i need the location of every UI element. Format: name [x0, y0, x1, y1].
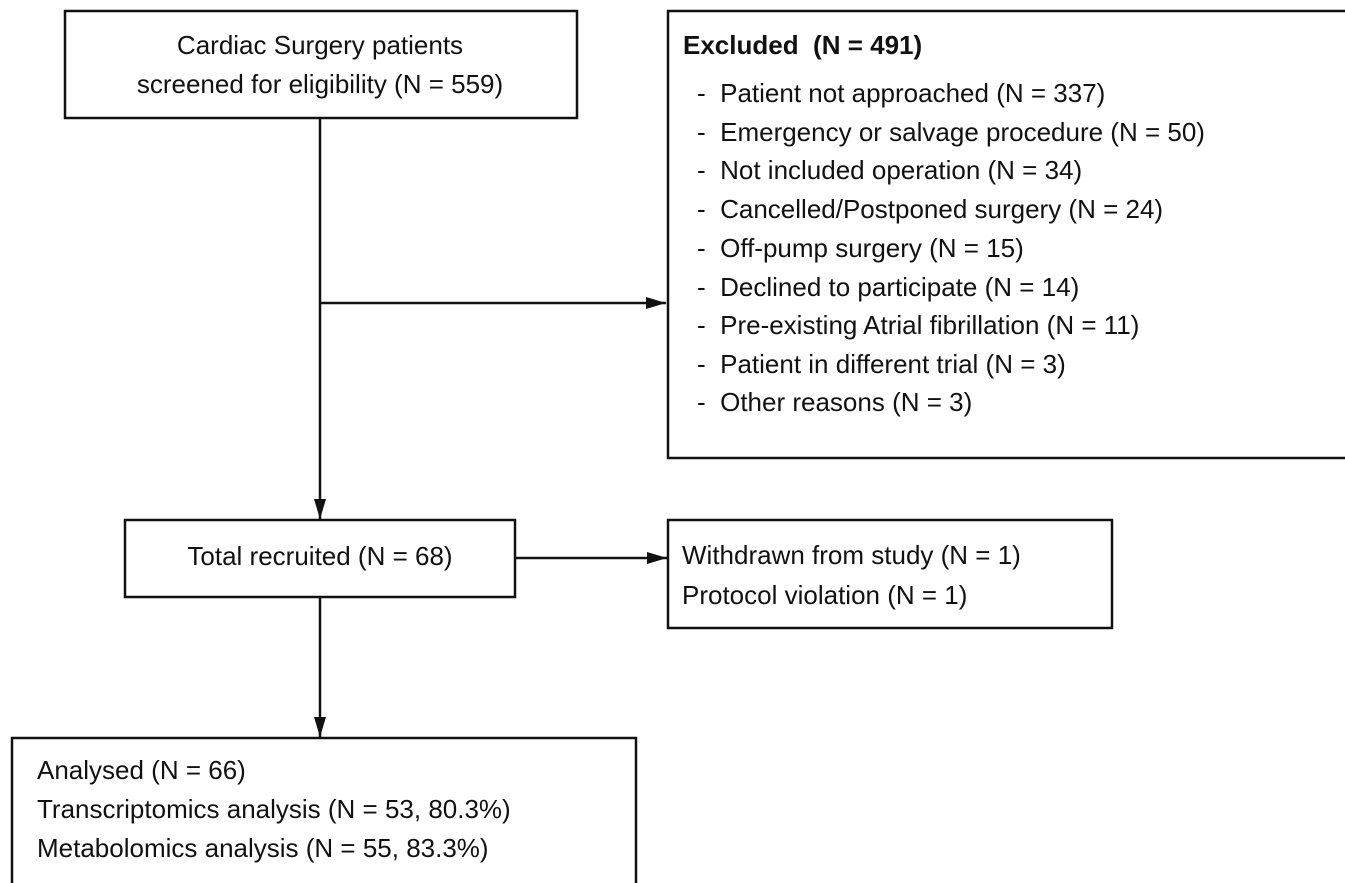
- box-analysed: [10, 736, 638, 883]
- list-item: - Declined to participate (N = 14): [697, 272, 1079, 302]
- list-item: - Pre-existing Atrial fibrillation (N = …: [697, 310, 1139, 340]
- box-text: Total recruited (N = 68): [187, 541, 452, 571]
- box-withdrawn: [666, 518, 1114, 630]
- list-item: - Cancelled/Postponed surgery (N = 24): [697, 194, 1163, 224]
- list-item: - Off-pump surgery (N = 15): [697, 233, 1024, 263]
- box-text: Metabolomics analysis (N = 55, 83.3%): [37, 833, 489, 863]
- box-title: Excluded (N = 491): [683, 30, 922, 60]
- list-item: - Patient in different trial (N = 3): [697, 349, 1066, 379]
- box-text: screened for eligibility (N = 559): [137, 69, 503, 99]
- box-text: Withdrawn from study (N = 1): [682, 540, 1021, 570]
- list-item: - Other reasons (N = 3): [697, 387, 972, 417]
- list-item: - Emergency or salvage procedure (N = 50…: [697, 117, 1205, 147]
- box-excluded: [666, 9, 1345, 460]
- box-text: Transcriptomics analysis (N = 53, 80.3%): [37, 794, 511, 824]
- box-text: Protocol violation (N = 1): [682, 580, 967, 610]
- list-item: - Patient not approached (N = 337): [697, 78, 1105, 108]
- box-text: Cardiac Surgery patients: [177, 30, 463, 60]
- box-screened: [63, 9, 579, 120]
- list-item: - Not included operation (N = 34): [697, 155, 1082, 185]
- box-text: Analysed (N = 66): [37, 755, 246, 785]
